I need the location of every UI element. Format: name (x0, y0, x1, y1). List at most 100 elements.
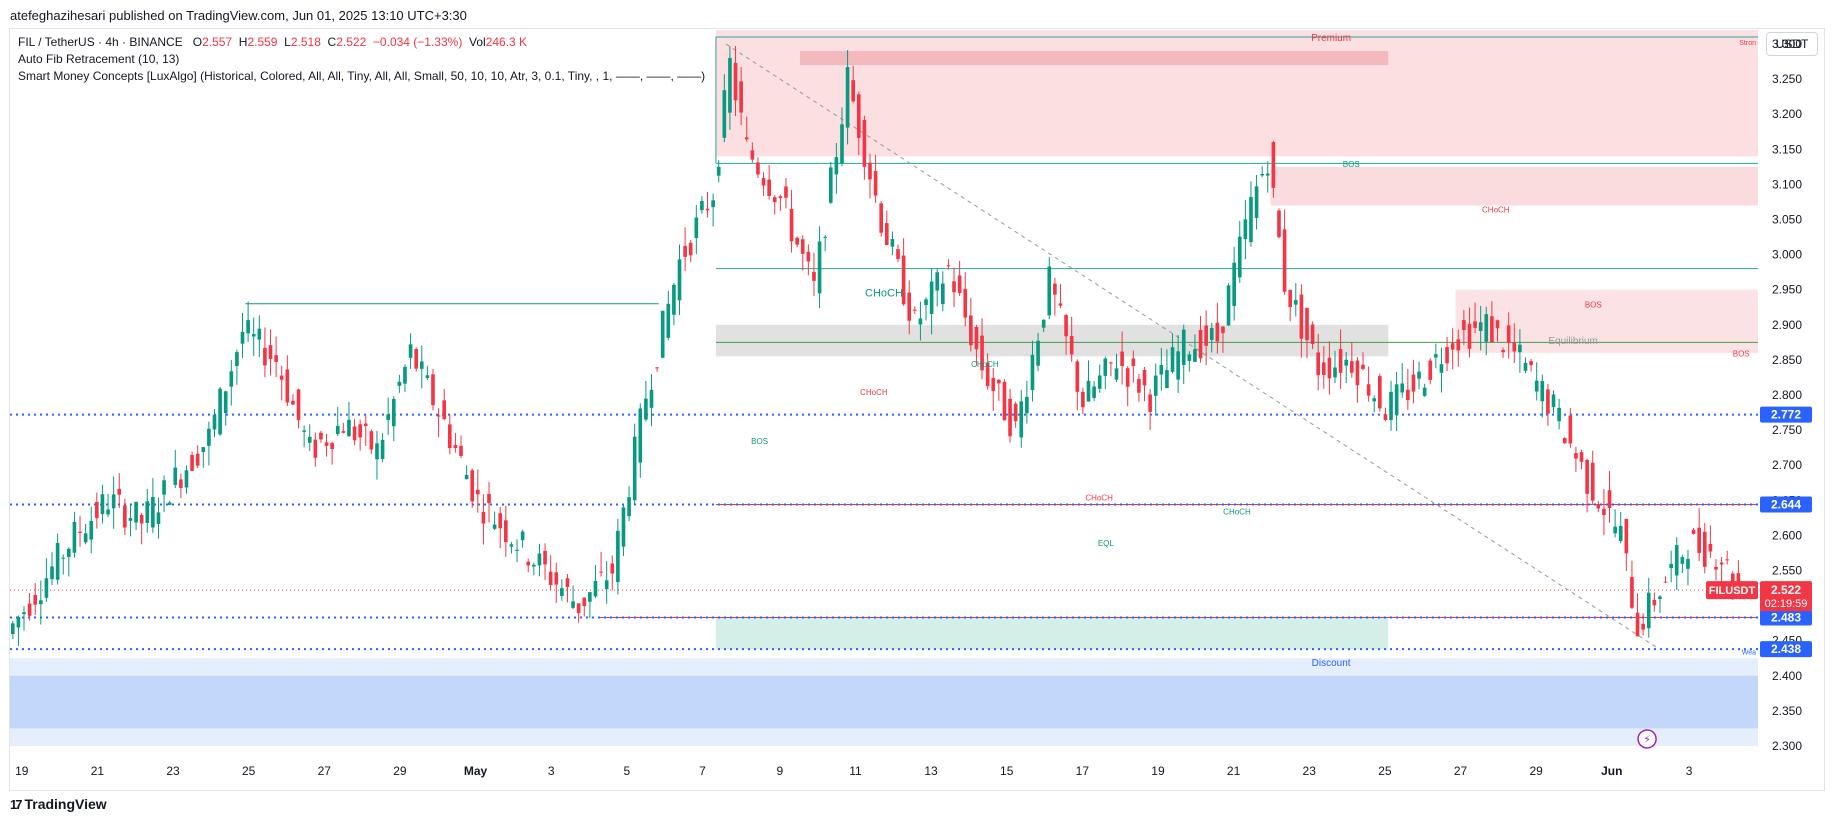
candle-body[interactable] (1249, 196, 1253, 243)
candle-body[interactable] (901, 255, 906, 305)
candle-body[interactable] (279, 375, 284, 380)
candle-body[interactable] (980, 335, 984, 371)
candle-body[interactable] (778, 196, 783, 199)
candle-body[interactable] (1490, 316, 1494, 343)
candle-body[interactable] (403, 366, 407, 384)
candle-body[interactable] (263, 347, 267, 366)
candle-body[interactable] (856, 94, 861, 138)
candle-body[interactable] (347, 419, 351, 437)
candle-body[interactable] (475, 489, 480, 495)
candle-body[interactable] (1008, 398, 1012, 437)
candle-body[interactable] (784, 186, 788, 198)
candle-body[interactable] (1658, 596, 1662, 599)
candle-body[interactable] (1686, 558, 1690, 569)
candle-body[interactable] (464, 475, 469, 480)
candle-body[interactable] (1378, 376, 1382, 409)
candle-body[interactable] (1546, 389, 1550, 414)
candle-body[interactable] (834, 157, 839, 175)
candle-body[interactable] (431, 374, 435, 406)
candle-body[interactable] (1630, 576, 1634, 608)
candle-body[interactable] (1568, 415, 1573, 444)
candle-body[interactable] (1254, 186, 1259, 218)
candle-body[interactable] (363, 423, 368, 427)
candle-body[interactable] (218, 388, 222, 435)
candle-body[interactable] (291, 400, 295, 405)
candle-body[interactable] (828, 167, 833, 203)
candle-body[interactable] (1069, 336, 1074, 355)
candle-body[interactable] (1125, 368, 1130, 387)
candle-body[interactable] (1361, 364, 1365, 369)
candle-body[interactable] (582, 597, 587, 607)
candle-body[interactable] (1506, 325, 1511, 343)
candle-body[interactable] (1243, 219, 1248, 240)
candle-body[interactable] (1450, 343, 1455, 350)
candle-body[interactable] (1041, 319, 1046, 328)
candle-body[interactable] (789, 209, 794, 242)
candle-body[interactable] (1293, 300, 1298, 305)
candle-body[interactable] (660, 310, 665, 358)
candle-body[interactable] (1237, 236, 1242, 278)
candle-body[interactable] (173, 467, 178, 485)
candle-body[interactable] (481, 511, 486, 524)
candle-body[interactable] (1389, 391, 1393, 421)
candle-body[interactable] (487, 493, 491, 504)
candle-body[interactable] (515, 549, 519, 551)
candle-body[interactable] (840, 124, 844, 164)
candle-body[interactable] (67, 548, 71, 557)
candle-body[interactable] (1277, 210, 1281, 238)
candle-body[interactable] (1327, 357, 1332, 379)
candle-body[interactable] (1646, 592, 1651, 629)
candle-body[interactable] (436, 415, 441, 417)
candle-body[interactable] (1641, 623, 1645, 630)
legend-indicator-fib[interactable]: Auto Fib Retracement (10, 13) (18, 52, 180, 66)
candle-body[interactable] (744, 137, 749, 140)
candle-body[interactable] (638, 408, 643, 463)
candle-body[interactable] (974, 326, 979, 350)
candle-body[interactable] (1036, 340, 1040, 366)
candle-body[interactable] (1153, 375, 1158, 396)
candle-body[interactable] (195, 453, 200, 466)
candle-body[interactable] (1462, 320, 1466, 331)
candle-body[interactable] (1120, 351, 1124, 367)
candle-body[interactable] (868, 162, 872, 180)
candle-body[interactable] (1445, 347, 1449, 364)
candle-body[interactable] (884, 223, 889, 246)
candle-body[interactable] (1321, 362, 1326, 375)
candle-body[interactable] (167, 502, 172, 505)
candle-body[interactable] (1680, 557, 1685, 564)
candle-body[interactable] (179, 479, 183, 488)
candle-body[interactable] (408, 344, 413, 358)
candle-body[interactable] (391, 399, 396, 427)
candle-body[interactable] (604, 580, 609, 590)
candle-body[interactable] (453, 444, 458, 449)
candle-body[interactable] (10, 623, 15, 634)
candle-body[interactable] (1473, 321, 1477, 328)
candle-body[interactable] (1406, 389, 1410, 401)
candle-body[interactable] (55, 542, 60, 580)
candle-body[interactable] (95, 501, 99, 519)
candle-body[interactable] (1097, 375, 1102, 389)
candle-body[interactable] (593, 580, 598, 597)
candle-body[interactable] (1534, 380, 1539, 392)
candle-body[interactable] (1355, 360, 1360, 386)
candle-body[interactable] (1193, 349, 1197, 362)
candle-body[interactable] (302, 430, 306, 432)
candle-body[interactable] (207, 428, 211, 446)
candle-body[interactable] (1170, 347, 1175, 372)
candle-body[interactable] (576, 603, 581, 614)
candle-body[interactable] (1058, 303, 1063, 306)
candle-body[interactable] (1064, 315, 1068, 337)
candle-body[interactable] (212, 414, 217, 430)
candle-body[interactable] (700, 201, 704, 211)
candle-body[interactable] (1181, 329, 1186, 365)
candle-body[interactable] (1338, 349, 1343, 373)
candle-body[interactable] (1585, 459, 1589, 494)
candle-body[interactable] (952, 281, 956, 293)
candle-body[interactable] (223, 391, 228, 414)
candle-body[interactable] (941, 283, 945, 305)
candle-body[interactable] (1372, 398, 1377, 402)
candle-body[interactable] (632, 436, 637, 501)
candle-body[interactable] (106, 509, 110, 515)
candle-body[interactable] (616, 530, 620, 583)
candle-body[interactable] (627, 497, 631, 517)
